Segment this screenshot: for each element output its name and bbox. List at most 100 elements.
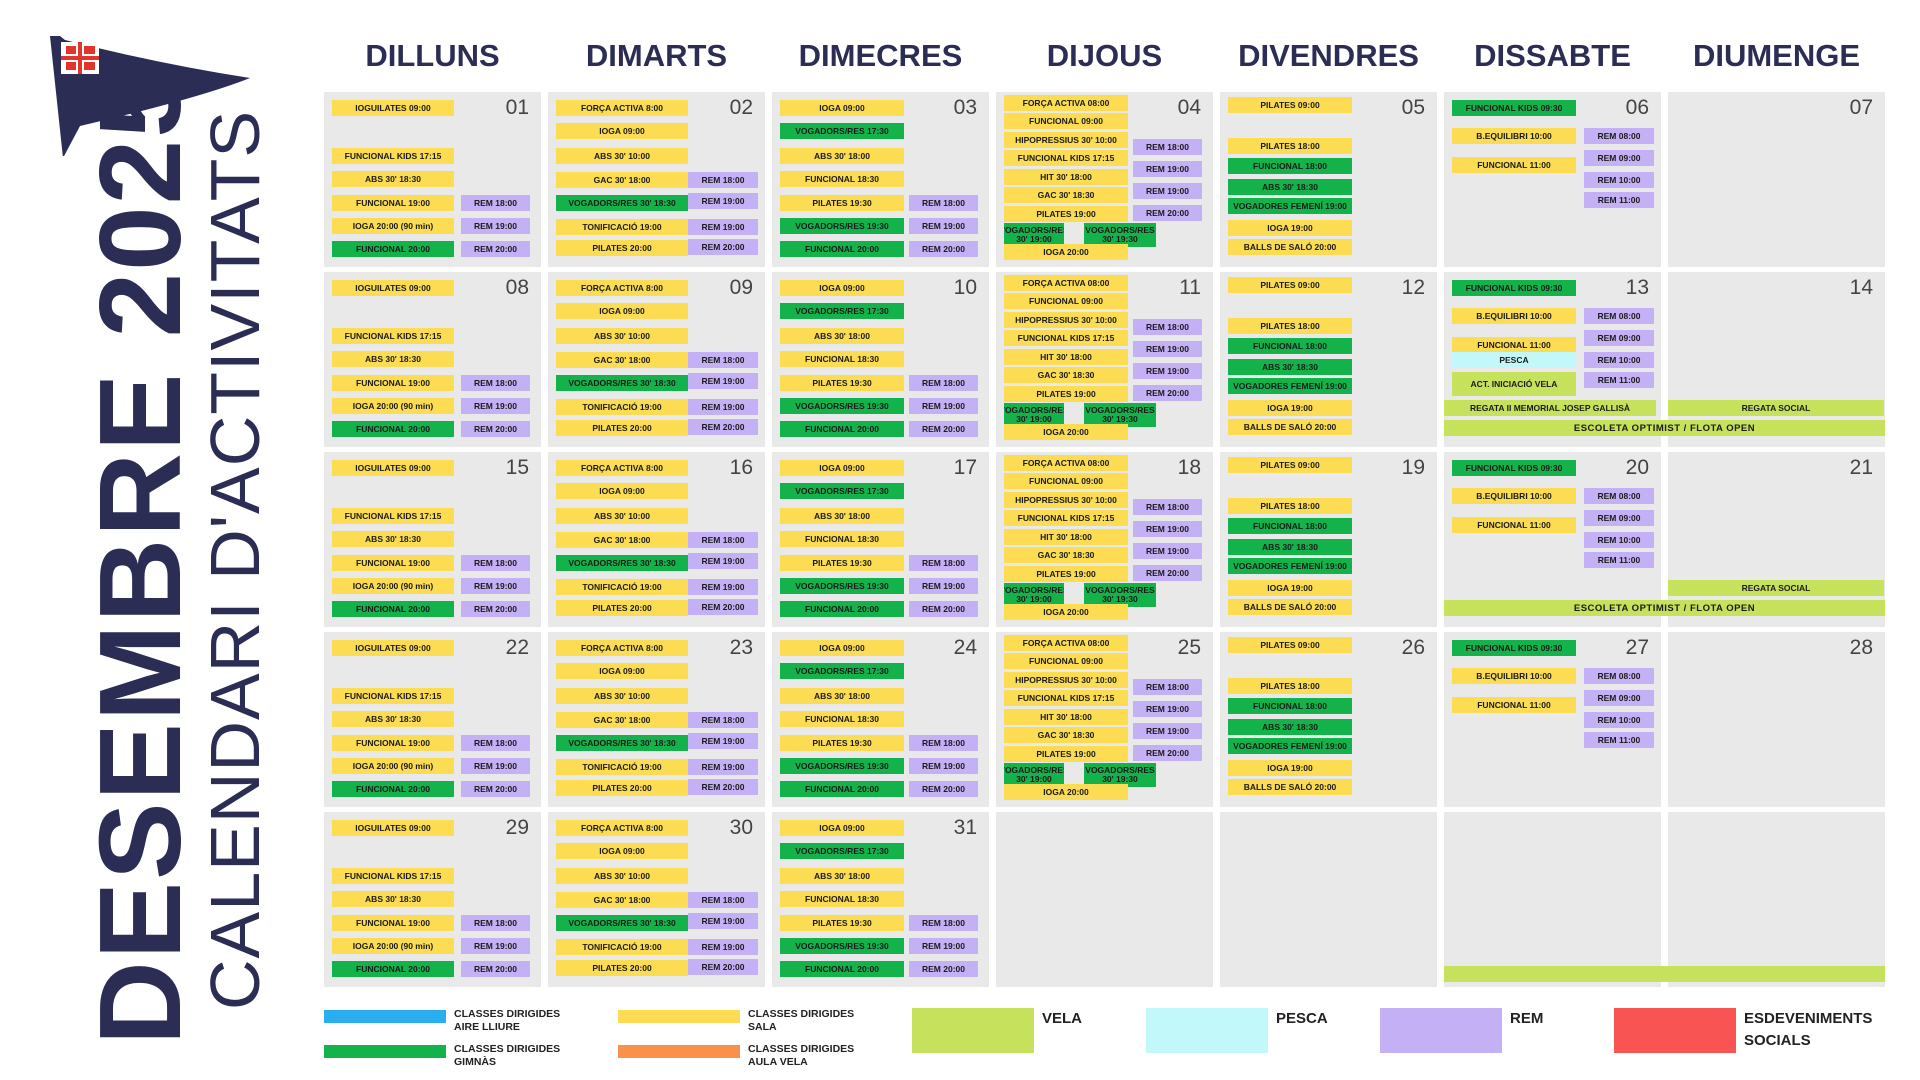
event-sala[interactable]: FUNCIONAL 19:00 xyxy=(332,375,454,391)
event-vela[interactable]: REGATA II MEMORIAL JOSEP GALLISÀ xyxy=(1444,400,1656,416)
event-rem[interactable]: REM 11:00 xyxy=(1584,372,1654,388)
event-gimnas[interactable]: FUNCIONAL 20:00 xyxy=(332,421,454,437)
event-sala[interactable]: IOGA 20:00 xyxy=(1004,604,1128,620)
event-sala[interactable]: ABS 30' 18:30 xyxy=(332,531,454,547)
event-rem[interactable]: REM 18:00 xyxy=(909,375,978,391)
event-sala[interactable]: HIPOPRESSIUS 30' 10:00 xyxy=(1004,132,1128,148)
event-sala[interactable]: BALLS DE SALÓ 20:00 xyxy=(1228,599,1352,615)
event-rem[interactable]: REM 19:00 xyxy=(688,939,758,955)
event-rem[interactable]: REM 19:00 xyxy=(1133,701,1202,717)
event-sala[interactable]: IOGA 09:00 xyxy=(556,123,688,139)
event-gimnas[interactable]: VOGADORS/RES 30' 18:30 xyxy=(556,195,688,211)
event-rem[interactable]: REM 20:00 xyxy=(461,241,530,257)
event-gimnas[interactable]: FUNCIONAL KIDS 09:30 xyxy=(1452,280,1576,296)
event-sala[interactable]: FORÇA ACTIVA 08:00 xyxy=(1004,95,1128,111)
event-sala[interactable]: IOGA 19:00 xyxy=(1228,760,1352,776)
event-sala[interactable]: ABS 30' 18:30 xyxy=(332,891,454,907)
event-gimnas[interactable]: ABS 30' 18:30 xyxy=(1228,179,1352,195)
event-rem[interactable]: REM 18:00 xyxy=(461,915,530,931)
event-rem[interactable]: REM 20:00 xyxy=(909,781,978,797)
event-sala[interactable]: IOGA 20:00 xyxy=(1004,244,1128,260)
event-rem[interactable]: REM 18:00 xyxy=(688,892,758,908)
event-rem[interactable]: REM 09:00 xyxy=(1584,330,1654,346)
event-rem[interactable]: REM 18:00 xyxy=(1133,499,1202,515)
event-sala[interactable]: PILATES 09:00 xyxy=(1228,457,1352,473)
event-sala[interactable]: PILATES 18:00 xyxy=(1228,318,1352,334)
event-gimnas[interactable]: FUNCIONAL 18:00 xyxy=(1228,338,1352,354)
event-sala[interactable]: HIT 30' 18:00 xyxy=(1004,709,1128,725)
event-gimnas[interactable]: VOGADORS/RES 17:30 xyxy=(780,663,904,679)
event-gimnas[interactable]: VOGADORS/RES 30' 19:00 xyxy=(1004,583,1064,607)
event-sala[interactable]: PILATES 20:00 xyxy=(556,600,688,616)
event-gimnas[interactable]: VOGADORS/RES 30' 19:00 xyxy=(1004,763,1064,787)
event-sala[interactable]: GAC 30' 18:30 xyxy=(1004,367,1128,383)
event-sala[interactable]: PILATES 09:00 xyxy=(1228,97,1352,113)
event-rem[interactable]: REM 08:00 xyxy=(1584,668,1654,684)
event-gimnas[interactable]: VOGADORS/RES 30' 19:30 xyxy=(1084,583,1156,607)
event-sala[interactable]: IOGA 19:00 xyxy=(1228,400,1352,416)
event-sala[interactable]: PILATES 19:00 xyxy=(1004,746,1128,762)
event-rem[interactable]: REM 18:00 xyxy=(909,915,978,931)
event-rem[interactable]: REM 19:00 xyxy=(909,758,978,774)
event-sala[interactable]: FUNCIONAL 09:00 xyxy=(1004,113,1128,129)
event-sala[interactable]: IOGA 09:00 xyxy=(780,820,904,836)
event-rem[interactable]: REM 18:00 xyxy=(461,735,530,751)
event-rem[interactable]: REM 20:00 xyxy=(909,421,978,437)
event-gimnas[interactable]: VOGADORS/RES 19:30 xyxy=(780,758,904,774)
event-gimnas[interactable]: VOGADORS/RES 17:30 xyxy=(780,303,904,319)
event-gimnas[interactable]: FUNCIONAL 20:00 xyxy=(332,781,454,797)
event-sala[interactable]: B.EQUILIBRI 10:00 xyxy=(1452,128,1576,144)
event-rem[interactable]: REM 09:00 xyxy=(1584,510,1654,526)
event-rem[interactable]: REM 18:00 xyxy=(1133,139,1202,155)
event-rem[interactable]: REM 20:00 xyxy=(461,961,530,977)
event-sala[interactable]: IOGA 09:00 xyxy=(556,303,688,319)
event-sala[interactable]: PILATES 09:00 xyxy=(1228,637,1352,653)
event-sala[interactable]: PILATES 20:00 xyxy=(556,240,688,256)
event-gimnas[interactable]: VOGADORS/RES 30' 18:30 xyxy=(556,375,688,391)
event-sala[interactable]: PILATES 19:30 xyxy=(780,195,904,211)
event-rem[interactable]: REM 20:00 xyxy=(461,781,530,797)
event-rem[interactable]: REM 11:00 xyxy=(1584,552,1654,568)
event-sala[interactable]: PILATES 20:00 xyxy=(556,420,688,436)
event-sala[interactable]: IOGUILATES 09:00 xyxy=(332,280,454,296)
event-gimnas[interactable]: ABS 30' 18:30 xyxy=(1228,719,1352,735)
event-rem[interactable]: REM 20:00 xyxy=(688,959,758,975)
event-sala[interactable]: HIPOPRESSIUS 30' 10:00 xyxy=(1004,672,1128,688)
event-gimnas[interactable]: VOGADORS/RES 17:30 xyxy=(780,843,904,859)
event-sala[interactable]: IOGA 09:00 xyxy=(780,100,904,116)
event-gimnas[interactable]: VOGADORS/RES 19:30 xyxy=(780,398,904,414)
event-rem[interactable]: REM 18:00 xyxy=(688,712,758,728)
event-gimnas[interactable]: FUNCIONAL 20:00 xyxy=(780,421,904,437)
event-rem[interactable]: REM 10:00 xyxy=(1584,172,1654,188)
event-sala[interactable]: PILATES 18:00 xyxy=(1228,138,1352,154)
event-gimnas[interactable]: VOGADORES FEMENÍ 19:00 xyxy=(1228,738,1352,754)
event-rem[interactable]: REM 19:00 xyxy=(461,938,530,954)
event-rem[interactable]: REM 20:00 xyxy=(909,961,978,977)
event-sala[interactable]: FUNCIONAL 09:00 xyxy=(1004,653,1128,669)
event-sala[interactable]: BALLS DE SALÓ 20:00 xyxy=(1228,419,1352,435)
event-sala[interactable]: TONIFICACIÓ 19:00 xyxy=(556,399,688,415)
event-sala[interactable]: ABS 30' 18:00 xyxy=(780,508,904,524)
event-sala[interactable]: PILATES 19:30 xyxy=(780,735,904,751)
event-rem[interactable]: REM 19:00 xyxy=(909,578,978,594)
event-rem[interactable]: REM 18:00 xyxy=(909,555,978,571)
event-rem[interactable]: REM 08:00 xyxy=(1584,308,1654,324)
event-rem[interactable]: REM 19:00 xyxy=(1133,723,1202,739)
event-sala[interactable]: ABS 30' 10:00 xyxy=(556,328,688,344)
event-gimnas[interactable]: VOGADORS/RES 17:30 xyxy=(780,123,904,139)
event-gimnas[interactable]: VOGADORS/RES 30' 19:00 xyxy=(1004,403,1064,427)
event-sala[interactable]: FUNCIONAL 19:00 xyxy=(332,915,454,931)
event-sala[interactable]: FUNCIONAL 19:00 xyxy=(332,555,454,571)
event-sala[interactable]: TONIFICACIÓ 19:00 xyxy=(556,219,688,235)
event-sala[interactable]: FORÇA ACTIVA 8:00 xyxy=(556,640,688,656)
event-sala[interactable]: BALLS DE SALÓ 20:00 xyxy=(1228,239,1352,255)
event-rem[interactable]: REM 19:00 xyxy=(909,938,978,954)
event-sala[interactable]: ABS 30' 10:00 xyxy=(556,688,688,704)
event-sala[interactable]: PILATES 18:00 xyxy=(1228,498,1352,514)
event-sala[interactable]: FORÇA ACTIVA 8:00 xyxy=(556,460,688,476)
event-rem[interactable]: REM 10:00 xyxy=(1584,712,1654,728)
event-sala[interactable]: PILATES 19:30 xyxy=(780,555,904,571)
event-gimnas[interactable]: FUNCIONAL 20:00 xyxy=(780,241,904,257)
event-rem[interactable]: REM 18:00 xyxy=(1133,679,1202,695)
event-sala[interactable]: ABS 30' 18:00 xyxy=(780,868,904,884)
